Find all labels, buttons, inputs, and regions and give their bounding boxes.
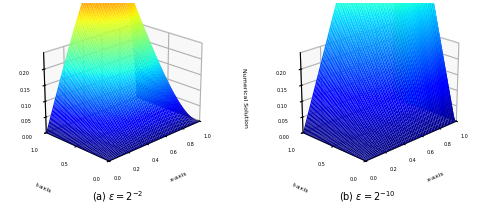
Text: (b) $\varepsilon = 2^{-10}$: (b) $\varepsilon = 2^{-10}$ bbox=[340, 189, 396, 202]
Text: (a) $\varepsilon = 2^{-2}$: (a) $\varepsilon = 2^{-2}$ bbox=[92, 189, 143, 202]
X-axis label: x-axis: x-axis bbox=[426, 170, 445, 182]
X-axis label: x-axis: x-axis bbox=[169, 170, 188, 182]
Y-axis label: t-axis: t-axis bbox=[34, 182, 52, 194]
Y-axis label: t-axis: t-axis bbox=[291, 182, 309, 194]
